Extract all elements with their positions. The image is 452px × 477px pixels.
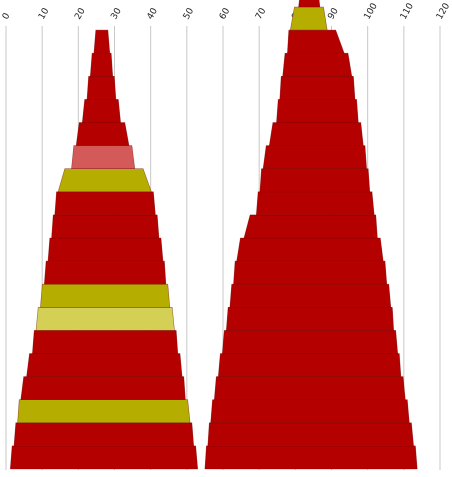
layer-bar [217, 353, 402, 377]
layer-bar [204, 445, 418, 470]
layer-bar [229, 283, 392, 308]
x-tick-label: 20 [73, 6, 88, 21]
layer-bar [93, 29, 111, 54]
layer-bar [236, 237, 384, 262]
x-tick-label: 120 [435, 1, 452, 21]
x-tick-label: 10 [37, 6, 52, 21]
x-tick-label: 100 [363, 1, 380, 21]
x-tick-label: 0 [1, 11, 13, 21]
layer-bar [259, 168, 371, 193]
layer-bar [213, 376, 406, 401]
layer-bar [13, 422, 195, 447]
layer-bar [268, 122, 364, 146]
layer-bar [51, 214, 160, 239]
pyramid-2 [204, 0, 418, 470]
layer-bar [243, 214, 378, 239]
layer-bar [81, 99, 121, 123]
layer-bar [279, 76, 356, 100]
layer-bar [43, 260, 167, 285]
x-tick-label: 40 [146, 6, 161, 21]
layer-bar [9, 445, 199, 470]
layer-bar [287, 29, 345, 54]
layer-bar [262, 145, 367, 169]
layer-bar [282, 52, 353, 77]
layer-bar [207, 422, 414, 447]
layer-bar [20, 376, 186, 401]
layer-bar [75, 122, 130, 146]
pyramid-1 [9, 29, 199, 470]
x-tick-label: 90 [326, 6, 341, 21]
layer-bar [47, 237, 164, 262]
layer-bar [233, 260, 388, 285]
layer-bar [40, 283, 171, 308]
layer-bar [289, 6, 328, 31]
layer-bar [35, 306, 175, 331]
layer-bar [57, 168, 152, 193]
x-tick-label: 110 [399, 1, 416, 21]
x-axis-tick-labels: 0102030405060708090100110120 [1, 1, 452, 21]
layer-bar [276, 99, 359, 123]
x-tick-label: 50 [182, 6, 197, 21]
layer-bar [225, 306, 395, 331]
layer-bar [298, 0, 321, 8]
layer-bar [26, 353, 183, 377]
layer-bar [221, 330, 399, 354]
layer-bar [17, 399, 191, 424]
series-group [9, 0, 418, 470]
x-tick-label: 30 [109, 6, 124, 21]
layer-bar [86, 76, 117, 100]
layer-bar [54, 191, 156, 216]
x-tick-label: 70 [254, 6, 269, 21]
x-tick-label: 60 [218, 6, 233, 21]
layer-bar [71, 145, 136, 169]
layer-bar [255, 191, 375, 216]
layer-bar [89, 52, 114, 77]
layer-bar [210, 399, 410, 424]
layer-bar [32, 330, 179, 354]
